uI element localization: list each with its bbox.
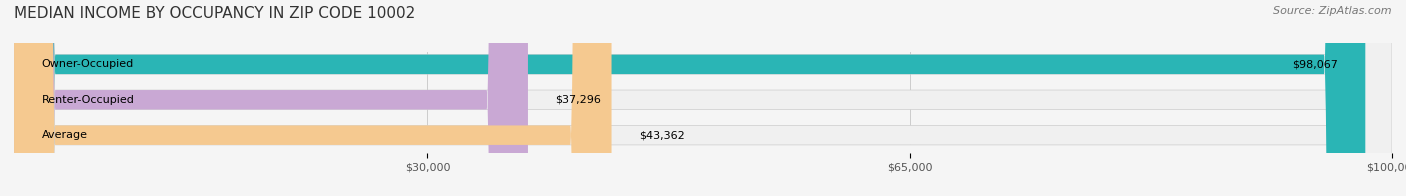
Text: Source: ZipAtlas.com: Source: ZipAtlas.com — [1274, 6, 1392, 16]
FancyBboxPatch shape — [14, 0, 612, 196]
Text: $37,296: $37,296 — [555, 95, 602, 105]
FancyBboxPatch shape — [14, 0, 1392, 196]
FancyBboxPatch shape — [14, 0, 1392, 196]
Text: MEDIAN INCOME BY OCCUPANCY IN ZIP CODE 10002: MEDIAN INCOME BY OCCUPANCY IN ZIP CODE 1… — [14, 6, 415, 21]
Text: Owner-Occupied: Owner-Occupied — [42, 59, 134, 69]
Text: Average: Average — [42, 130, 87, 140]
FancyBboxPatch shape — [14, 0, 1392, 196]
Text: Renter-Occupied: Renter-Occupied — [42, 95, 135, 105]
FancyBboxPatch shape — [14, 0, 1365, 196]
Text: $43,362: $43,362 — [640, 130, 685, 140]
FancyBboxPatch shape — [14, 0, 529, 196]
Text: $98,067: $98,067 — [1292, 59, 1337, 69]
